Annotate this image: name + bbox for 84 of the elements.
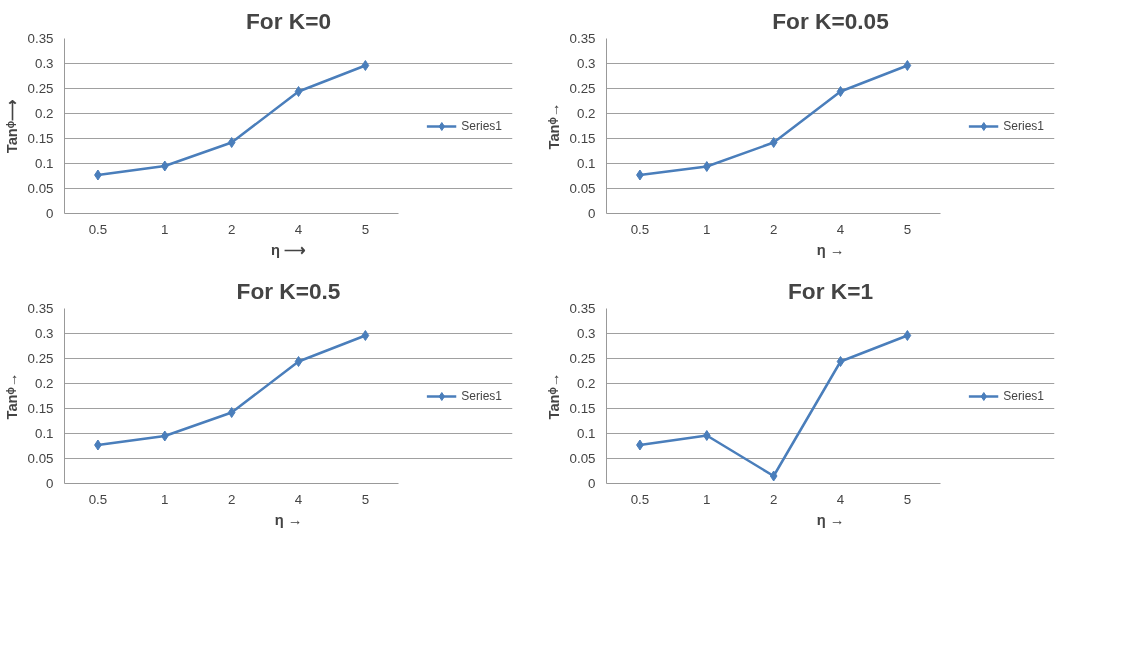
legend-label: Series1 [1003, 388, 1044, 403]
point [227, 407, 236, 418]
point [769, 470, 778, 482]
y-tick-label: 0.3 [576, 326, 596, 341]
y-tick-label: 0.1 [576, 156, 596, 171]
x-tick-label: 2 [227, 491, 236, 507]
legend-label: Series1 [461, 388, 502, 403]
point [294, 86, 303, 97]
y-tick-label: 0.1 [34, 156, 54, 171]
chart-title: For K=0.5 [236, 277, 341, 304]
y-tick-label: 0.2 [34, 376, 54, 391]
y-tick-label: 0.25 [27, 81, 54, 96]
x-axis-title: η → [816, 241, 845, 258]
y-tick-label: 0.35 [569, 31, 596, 46]
x-tick-label: 2 [769, 221, 778, 237]
y-tick-label: 0.35 [27, 301, 54, 316]
y-tick-label: 0 [46, 476, 54, 491]
y-tick-label: 0.2 [576, 106, 596, 121]
y-tick-label: 0.25 [27, 351, 54, 366]
point [769, 137, 778, 148]
y-tick-label: 0.05 [27, 181, 54, 196]
y-tick-label: 0.15 [27, 401, 54, 416]
chart-title: For K=0 [246, 7, 331, 34]
y-tick-label: 0.35 [27, 31, 54, 46]
point [227, 137, 236, 148]
x-tick-label: 5 [361, 491, 370, 507]
point [702, 430, 711, 441]
legend-label: Series1 [461, 118, 502, 133]
y-tick-label: 0.2 [576, 376, 596, 391]
point [160, 160, 169, 172]
x-tick-label: 4 [836, 221, 845, 237]
x-tick-label: 5 [903, 491, 912, 507]
y-tick-label: 0.15 [27, 131, 54, 146]
x-tick-label: 1 [161, 491, 169, 507]
x-tick-label: 0.5 [88, 491, 108, 507]
y-tick-label: 0.3 [576, 56, 596, 71]
point [294, 356, 303, 367]
y-tick-label: 0.25 [569, 81, 596, 96]
legend-label: Series1 [1003, 118, 1044, 133]
point [836, 356, 845, 367]
x-axis-title: η ⟶ [270, 241, 307, 258]
y-tick-label: 0.15 [569, 401, 596, 416]
y-axis-title: Tanᶲ→ [545, 372, 562, 420]
x-tick-label: 4 [836, 491, 845, 507]
y-tick-label: 0.3 [34, 326, 54, 341]
y-tick-label: 0.3 [34, 56, 54, 71]
point [903, 330, 912, 341]
y-tick-label: 0.15 [569, 131, 596, 146]
y-tick-label: 0.35 [569, 301, 596, 316]
point [361, 60, 370, 71]
y-axis-title: Tanᶲ→ [545, 102, 562, 150]
y-tick-label: 0.2 [34, 106, 54, 121]
x-tick-label: 5 [361, 221, 370, 237]
y-axis-title: Tanᶲ→ [3, 372, 20, 420]
y-tick-label: 0 [588, 206, 596, 221]
x-tick-label: 1 [703, 491, 711, 507]
x-tick-label: 1 [703, 221, 711, 237]
x-tick-label: 4 [294, 221, 303, 237]
y-axis-title: Tanᶲ⟶ [3, 98, 20, 154]
y-tick-label: 0.05 [569, 451, 596, 466]
y-tick-label: 0.1 [576, 426, 596, 441]
x-axis-title: η → [274, 511, 303, 528]
chart-title: For K=0.05 [772, 7, 889, 34]
y-tick-label: 0 [46, 206, 54, 221]
point [361, 330, 370, 341]
y-tick-label: 0.25 [569, 351, 596, 366]
chart-title: For K=1 [788, 277, 873, 304]
x-tick-label: 1 [161, 221, 169, 237]
x-tick-label: 0.5 [630, 221, 650, 237]
x-axis-title: η → [816, 511, 845, 528]
point [702, 161, 711, 172]
point [836, 86, 845, 97]
x-tick-label: 0.5 [630, 491, 650, 507]
x-tick-label: 5 [903, 221, 912, 237]
x-tick-label: 2 [769, 491, 778, 507]
y-tick-label: 0 [588, 476, 596, 491]
x-tick-label: 4 [294, 491, 303, 507]
x-tick-label: 2 [227, 221, 236, 237]
point [903, 60, 912, 71]
y-tick-label: 0.05 [569, 181, 596, 196]
y-tick-label: 0.1 [34, 426, 54, 441]
point [160, 430, 169, 442]
x-tick-label: 0.5 [88, 221, 108, 237]
y-tick-label: 0.05 [27, 451, 54, 466]
